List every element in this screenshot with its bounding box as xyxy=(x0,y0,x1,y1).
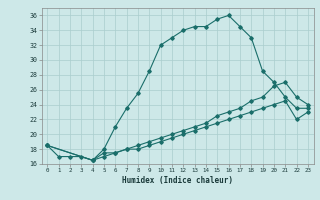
X-axis label: Humidex (Indice chaleur): Humidex (Indice chaleur) xyxy=(122,176,233,185)
